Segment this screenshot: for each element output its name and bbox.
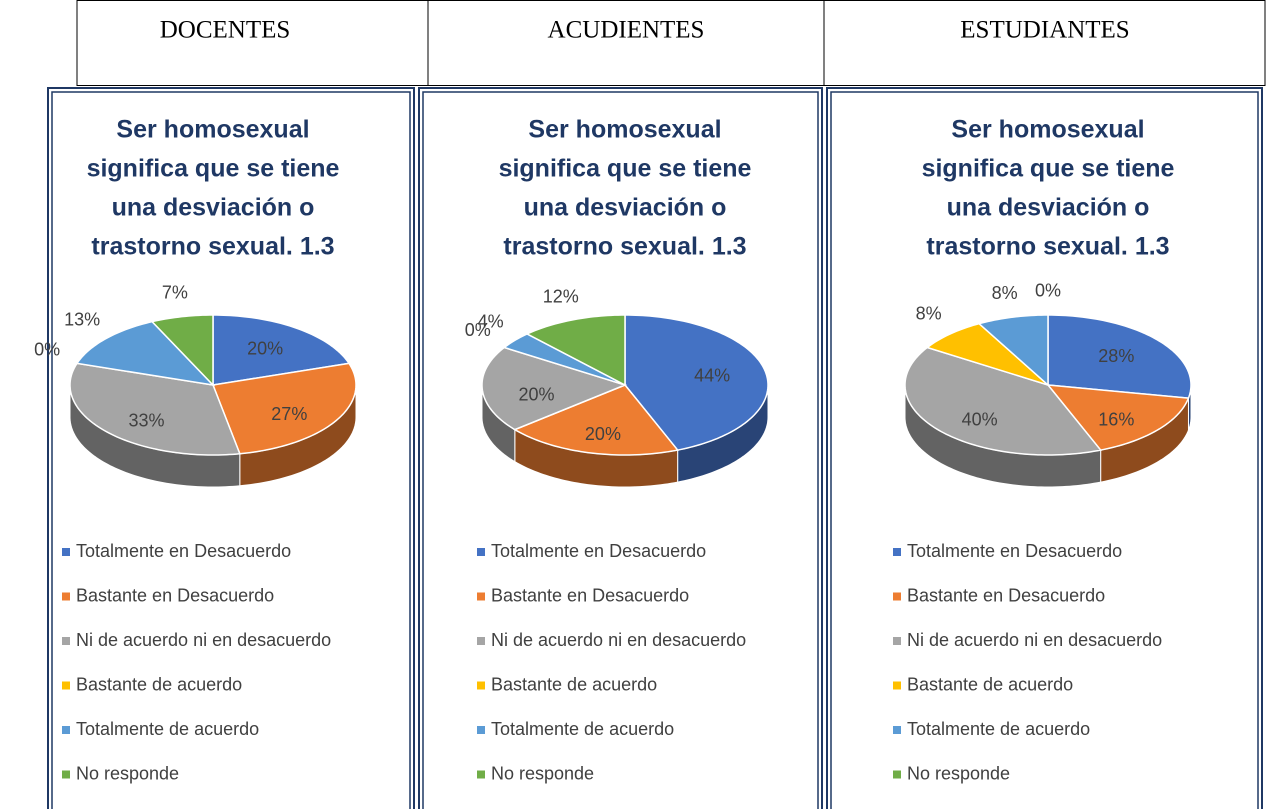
slice [502, 333, 626, 386]
slice [977, 314, 1049, 387]
panel-border [826, 87, 1263, 809]
chart-title: una desviación o [947, 194, 1150, 222]
legend-label: Totalmente en Desacuerdo [491, 541, 706, 561]
slice [1047, 314, 1192, 399]
legend-marker [62, 681, 70, 690]
chart-title: trastorno sexual. 1.3 [926, 233, 1169, 261]
data-label: 44% [694, 366, 730, 386]
data-label: 20% [518, 384, 554, 404]
data-label: 28% [1098, 346, 1134, 366]
legend-marker [62, 548, 70, 556]
legend-label: Bastante en Desacuerdo [491, 585, 689, 605]
chart-title: una desviación o [524, 194, 727, 222]
slice [481, 346, 628, 431]
legend-label: No responde [907, 763, 1010, 783]
legend-marker [62, 592, 70, 601]
legend-label: Ni de acuerdo ni en desacuerdo [491, 630, 746, 650]
legend-label: Totalmente de acuerdo [907, 719, 1090, 739]
slice [925, 322, 1049, 386]
chart-title: una desviación o [112, 194, 315, 222]
data-label: 12% [543, 286, 579, 306]
header-row [76, 0, 1266, 86]
panel-border [830, 91, 1259, 809]
legend-marker [893, 548, 901, 556]
legend-label: Totalmente de acuerdo [76, 719, 259, 739]
legend-label: Totalmente en Desacuerdo [76, 541, 291, 561]
chart-title: Ser homosexual [116, 116, 309, 144]
data-label: 20% [585, 424, 621, 444]
legend-label: Bastante de acuerdo [907, 674, 1073, 694]
legend-label: No responde [76, 763, 179, 783]
data-label: 8% [916, 303, 942, 323]
data-label: 20% [247, 339, 283, 359]
data-label: 7% [162, 282, 188, 302]
legend-marker [62, 770, 70, 779]
legend-label: Bastante de acuerdo [491, 674, 657, 694]
slice [150, 314, 214, 387]
panel-border [418, 87, 823, 809]
legend-label: Bastante en Desacuerdo [76, 585, 274, 605]
slice [904, 346, 1103, 456]
data-label: 13% [64, 309, 100, 329]
chart-title: trastorno sexual. 1.3 [91, 233, 334, 261]
header: ESTUDIANTES [960, 17, 1129, 44]
slice [212, 314, 351, 386]
slice [69, 362, 241, 456]
chart-title: significa que se tiene [499, 155, 752, 183]
legend-label: Totalmente de acuerdo [491, 719, 674, 739]
data-label: 0% [1035, 280, 1061, 300]
chart-title: Ser homosexual [951, 116, 1144, 144]
legend-marker [893, 681, 901, 690]
data-label: 0% [34, 339, 60, 359]
chart-title: significa que se tiene [87, 155, 340, 183]
legend-marker [62, 637, 70, 645]
legend-label: Bastante de acuerdo [76, 674, 242, 694]
data-label: 4% [478, 311, 504, 331]
legend-marker [477, 726, 485, 734]
legend-label: Ni de acuerdo ni en desacuerdo [907, 630, 1162, 650]
chart-title: Ser homosexual [528, 116, 721, 144]
legend-marker [477, 548, 485, 556]
panel-border [51, 91, 411, 809]
legend-label: Bastante en Desacuerdo [907, 585, 1105, 605]
panel-border [422, 91, 819, 809]
legend-marker [477, 592, 485, 601]
panel-border [47, 87, 415, 809]
slice [1046, 384, 1190, 451]
slice [624, 314, 769, 451]
data-label: 0% [465, 320, 491, 340]
data-label: 27% [271, 404, 307, 424]
data-label: 40% [962, 409, 998, 429]
slice [513, 384, 680, 456]
legend-marker [893, 592, 901, 601]
slice [211, 362, 357, 455]
chart-title: significa que se tiene [922, 155, 1175, 183]
header: ACUDIENTES [548, 17, 705, 44]
legend-label: Ni de acuerdo ni en desacuerdo [76, 630, 331, 650]
data-label: 8% [992, 283, 1018, 303]
legend-label: No responde [491, 763, 594, 783]
legend-marker [477, 637, 485, 645]
legend-marker [477, 681, 485, 690]
data-label: 16% [1098, 409, 1134, 429]
legend-marker [893, 770, 901, 779]
legend-label: Totalmente en Desacuerdo [907, 541, 1122, 561]
header: DOCENTES [160, 17, 291, 44]
slice [75, 320, 216, 387]
slice [525, 314, 626, 387]
legend-marker [893, 637, 901, 645]
legend-marker [893, 726, 901, 734]
chart-title: trastorno sexual. 1.3 [503, 233, 746, 261]
legend-marker [477, 770, 485, 779]
legend-marker [62, 726, 70, 734]
data-label: 33% [128, 410, 164, 430]
